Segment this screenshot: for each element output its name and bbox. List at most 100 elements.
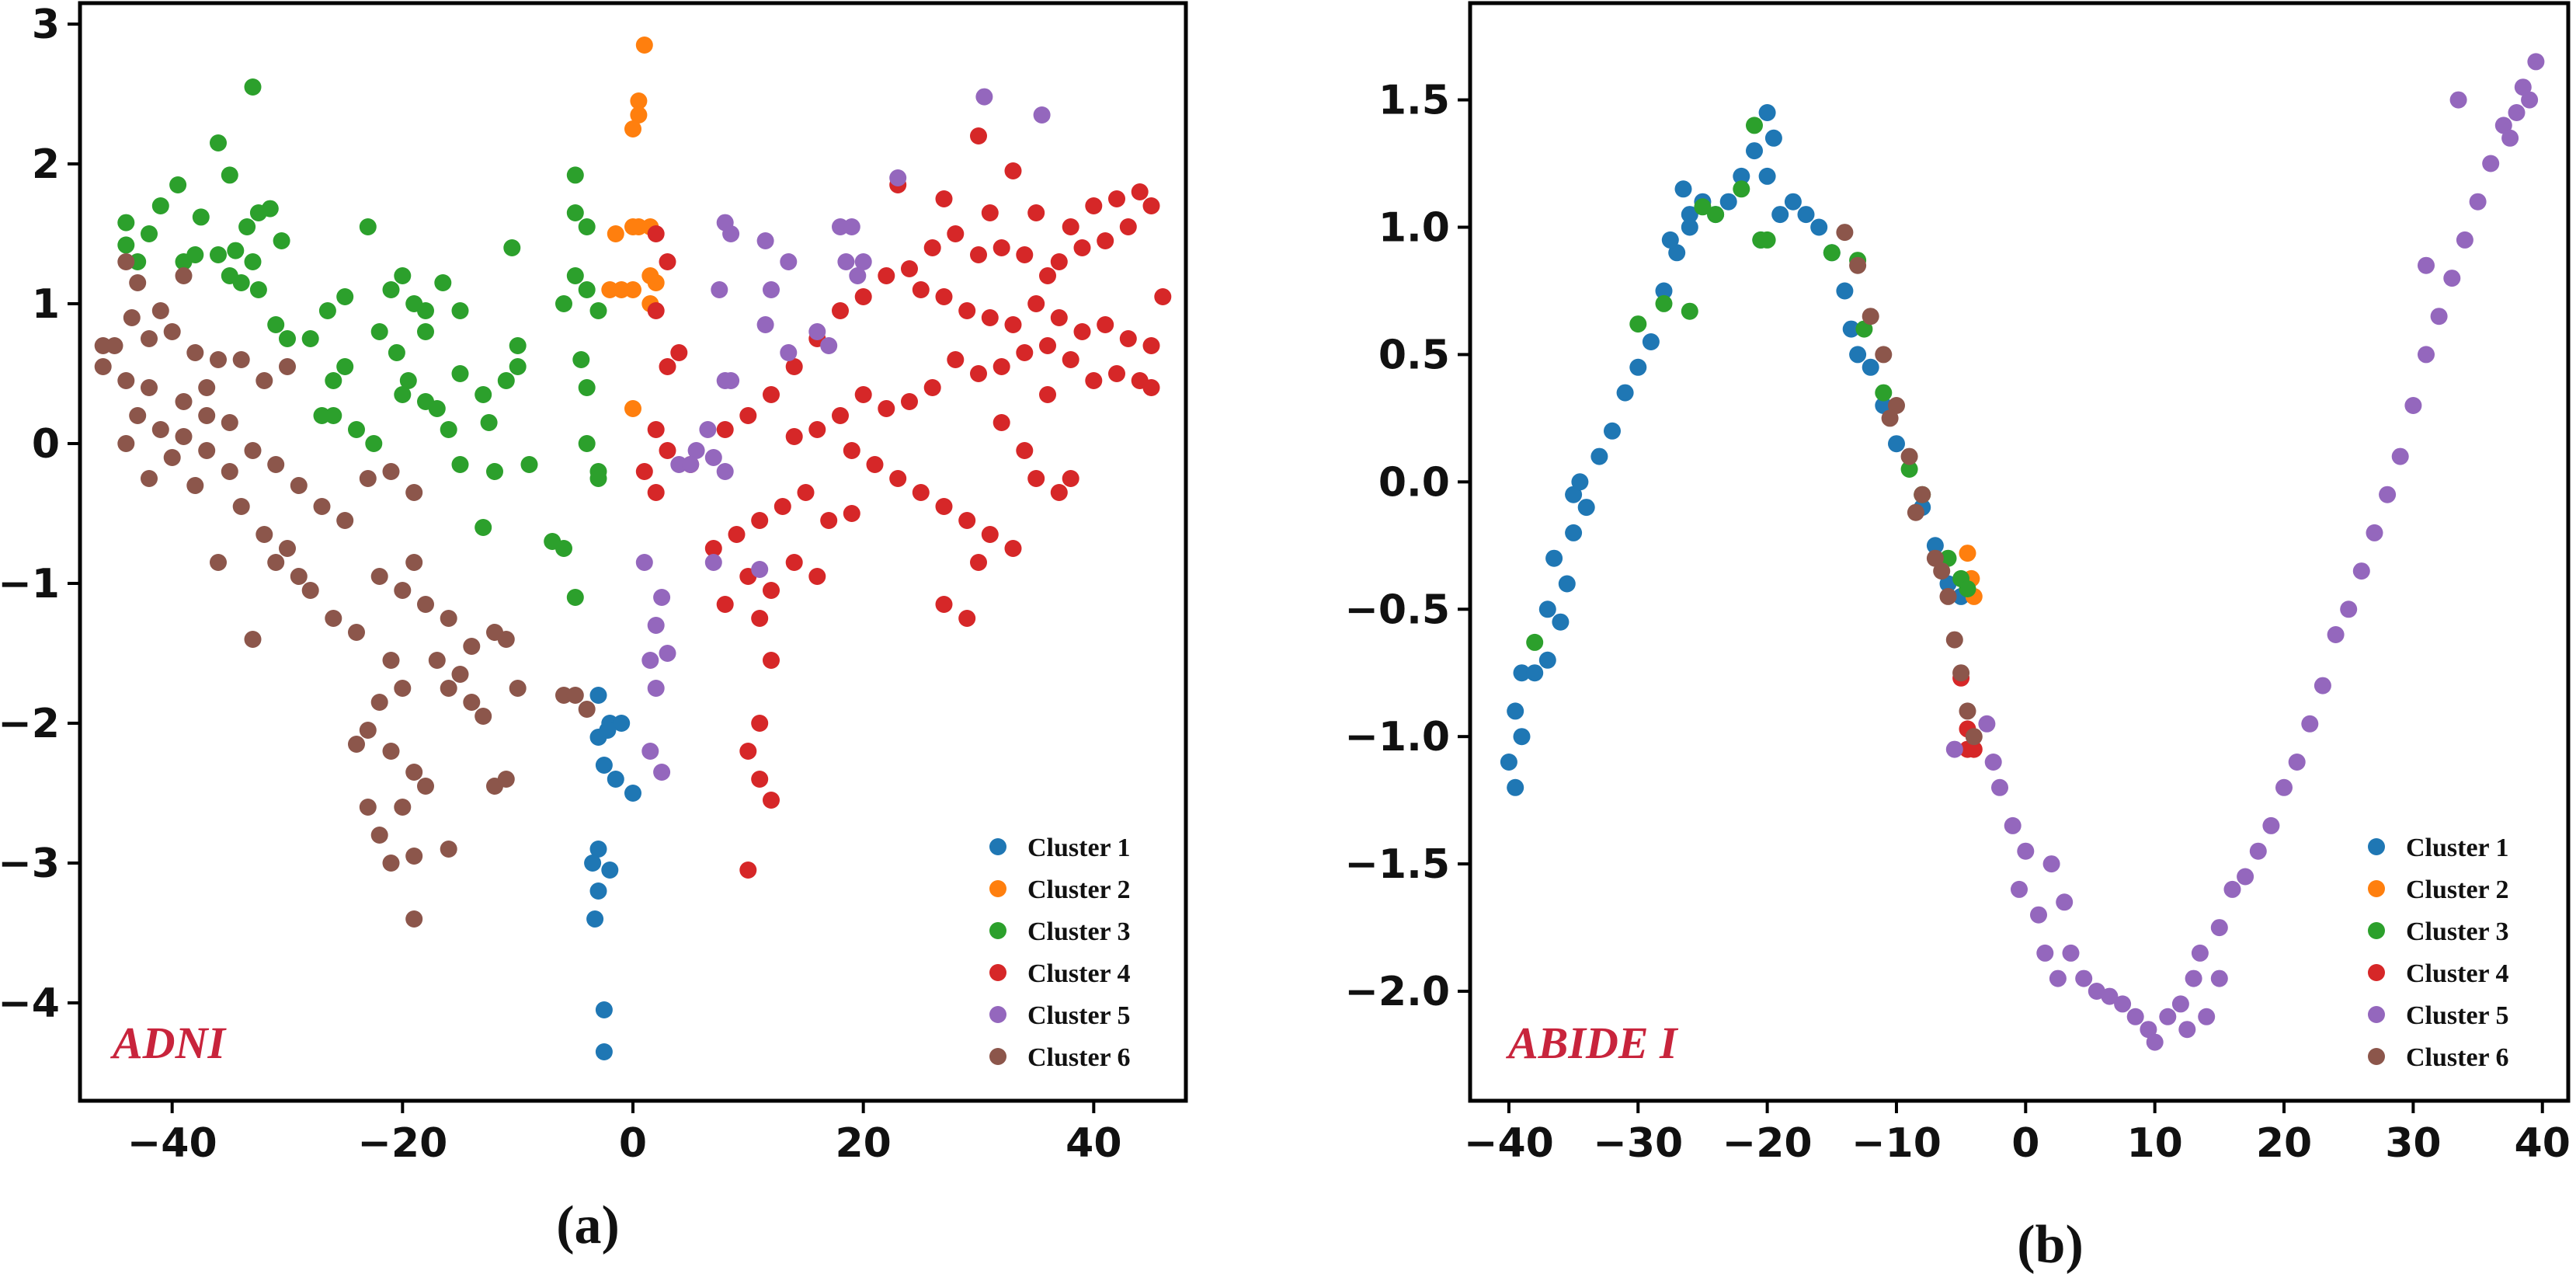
y-tick-label: −0.5: [1344, 587, 1450, 633]
legend-label: Cluster 5: [1027, 1001, 1131, 1030]
legend-marker: [2368, 1006, 2385, 1023]
scatter-point: [2482, 155, 2500, 172]
scatter-point: [1571, 473, 1589, 491]
scatter-point: [117, 435, 135, 452]
scatter-point: [2191, 944, 2209, 962]
scatter-point: [1073, 239, 1091, 256]
legend-marker: [2368, 922, 2385, 939]
legend-label: Cluster 3: [1027, 917, 1131, 946]
scatter-point: [2088, 983, 2105, 1000]
scatter-point: [901, 393, 918, 410]
scatter-point: [993, 414, 1010, 431]
scatter-point: [221, 414, 238, 431]
scatter-point: [382, 855, 400, 872]
scatter-point: [1062, 470, 1079, 487]
scatter-point: [117, 372, 135, 389]
scatter-point: [2198, 1008, 2216, 1025]
y-tick-label: −1.5: [1344, 841, 1450, 888]
y-tick-label: −2: [0, 701, 60, 747]
scatter-point: [589, 841, 607, 858]
scatter-point: [2049, 969, 2067, 987]
scatter-point: [2075, 969, 2093, 987]
scatter-point: [2430, 308, 2448, 325]
scatter-point: [1565, 486, 1583, 503]
scatter-point: [1062, 351, 1079, 368]
scatter-point: [1097, 232, 1114, 249]
scatter-point: [912, 281, 930, 298]
scatter-point: [261, 200, 279, 218]
scatter-point: [756, 232, 774, 249]
scatter-point: [751, 610, 769, 627]
y-tick-label: −3: [0, 841, 60, 887]
scatter-point: [370, 323, 388, 340]
scatter-point: [1945, 631, 1963, 649]
scatter-point: [785, 358, 803, 375]
scatter-point: [1945, 740, 1963, 758]
scatter-point: [2062, 944, 2080, 962]
scatter-point: [1681, 302, 1698, 320]
scatter-point: [394, 267, 412, 284]
scatter-point: [1142, 337, 1160, 354]
scatter-point: [647, 680, 665, 697]
scatter-point: [739, 407, 757, 424]
scatter-point: [2469, 193, 2487, 211]
scatter-point: [1004, 162, 1022, 179]
scatter-point: [820, 512, 838, 529]
legend-marker: [2368, 1048, 2385, 1065]
scatter-point: [232, 351, 250, 368]
scatter-point: [981, 526, 999, 543]
scatter-point: [935, 288, 953, 305]
scatter-point: [935, 190, 953, 207]
scatter-point: [503, 239, 521, 256]
scatter-point: [589, 882, 607, 900]
scatter-point: [635, 554, 653, 571]
scatter-point: [394, 386, 412, 403]
scatter-point: [2521, 91, 2539, 109]
scatter-point: [970, 127, 987, 144]
scatter-point: [1050, 309, 1068, 326]
scatter-point: [2449, 91, 2467, 109]
scatter-point: [1836, 224, 1854, 242]
scatter-point: [901, 260, 918, 277]
scatter-point: [440, 421, 457, 438]
scatter-point: [370, 827, 388, 844]
scatter-point: [1507, 702, 1524, 720]
scatter-point: [578, 701, 596, 718]
scatter-point: [993, 239, 1010, 256]
scatter-point: [975, 88, 993, 106]
scatter-point: [780, 344, 798, 361]
scatter-point: [635, 37, 653, 54]
scatter-point: [878, 400, 895, 417]
scatter-point: [2404, 397, 2422, 414]
scatter-point: [607, 225, 624, 242]
scatter-point: [595, 757, 613, 774]
scatter-point: [336, 288, 354, 305]
scatter-point: [2056, 893, 2074, 911]
scatter-point: [854, 288, 872, 305]
plot-frame-abide: [1468, 1, 2571, 1103]
scatter-point: [1039, 386, 1056, 403]
scatter-point: [2379, 486, 2397, 503]
scatter-point: [509, 680, 527, 697]
scatter-point: [1039, 267, 1056, 284]
x-tick-label: 30: [2385, 1120, 2441, 1167]
y-tick-label: −4: [0, 980, 60, 1027]
panel-label-adni: ADNI: [110, 1018, 227, 1068]
scatter-point: [1959, 580, 1976, 597]
scatter-point: [163, 323, 181, 340]
scatter-point: [210, 134, 227, 151]
scatter-point: [2494, 117, 2512, 134]
scatter-point: [486, 463, 503, 480]
scatter-point: [256, 526, 273, 543]
scatter-point: [141, 379, 158, 396]
scatter-point: [1154, 288, 1172, 305]
scatter-point: [497, 631, 515, 648]
scatter-point: [301, 582, 319, 599]
scatter-point: [722, 372, 740, 389]
y-tick-label: 3: [32, 2, 60, 48]
scatter-point: [336, 512, 354, 529]
scatter-point: [1097, 316, 1114, 333]
scatter-point: [2418, 346, 2435, 364]
x-tick-label: −40: [127, 1120, 217, 1167]
legend-marker: [989, 1048, 1006, 1065]
